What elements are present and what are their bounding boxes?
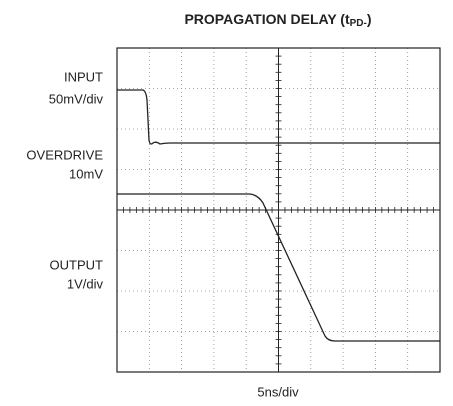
title: PROPAGATION DELAY (tPD-) <box>184 11 371 29</box>
title-main: PROPAGATION DELAY (t <box>184 11 350 27</box>
frame <box>116 47 441 373</box>
grid <box>117 48 440 372</box>
overdrive-value: 10mV <box>69 166 103 181</box>
title-subscript: PD- <box>350 18 367 29</box>
input-waveform <box>117 89 440 145</box>
output-waveform <box>117 193 440 342</box>
time-scale: 5ns/div <box>257 384 299 399</box>
title-close: ) <box>367 11 372 27</box>
output-scale: 1V/div <box>67 276 104 291</box>
overdrive-label: OVERDRIVE <box>26 147 103 162</box>
output-label: OUTPUT <box>50 257 104 272</box>
input-scale: 50mV/div <box>49 91 104 106</box>
input-label: INPUT <box>64 69 103 84</box>
